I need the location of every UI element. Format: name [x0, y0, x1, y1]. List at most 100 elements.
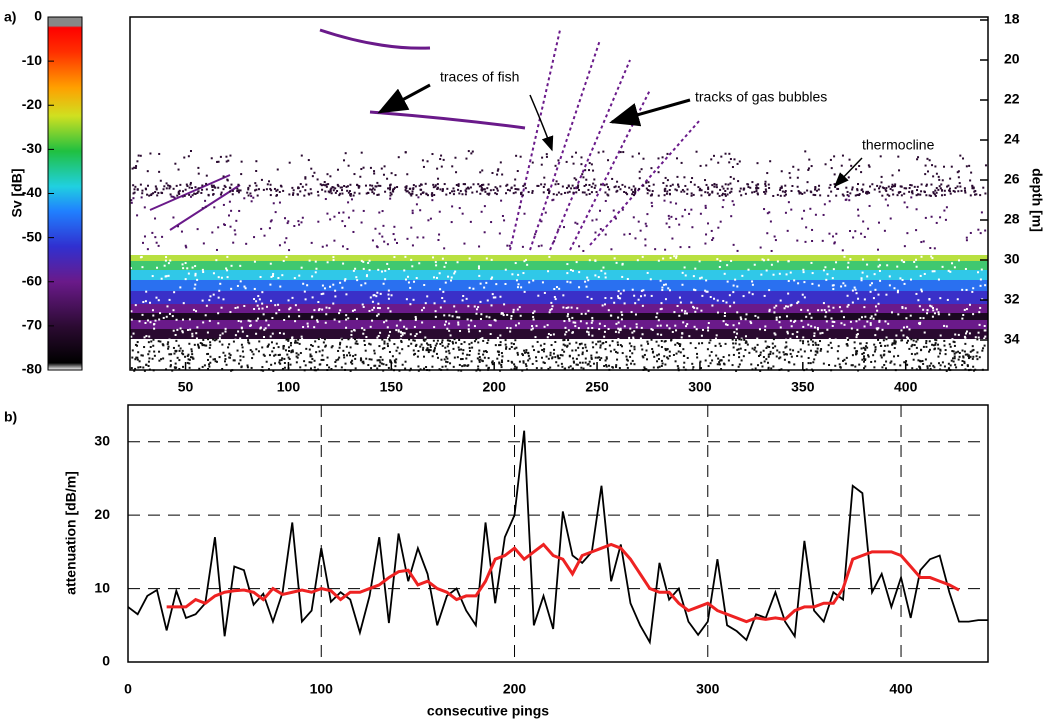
y-tick-label: 34 — [1004, 331, 1020, 347]
echo-speck — [933, 347, 936, 350]
echo-speck — [422, 306, 425, 309]
echo-speck — [963, 187, 966, 190]
echo-speck — [174, 362, 177, 365]
echo-speck — [132, 192, 135, 195]
echo-speck — [809, 362, 812, 365]
echo-speck — [222, 298, 225, 301]
echo-speck — [265, 305, 268, 308]
echo-speck — [887, 322, 890, 325]
echo-speck — [709, 362, 712, 365]
echo-speck — [452, 342, 455, 345]
echo-speck — [879, 354, 882, 357]
echo-speck — [951, 350, 954, 353]
echo-speck — [672, 353, 675, 356]
echo-speck — [854, 365, 857, 368]
echo-speck — [179, 183, 182, 186]
echo-speck — [455, 171, 458, 174]
echo-speck — [412, 184, 415, 187]
echo-speck — [315, 267, 318, 270]
echo-speck — [934, 165, 937, 168]
echo-speck — [738, 343, 741, 346]
echo-speck — [928, 194, 931, 197]
echo-speck — [616, 189, 619, 192]
echo-speck — [236, 189, 239, 192]
echo-speck — [732, 177, 735, 180]
echo-speck — [147, 364, 150, 367]
echo-speck — [257, 188, 260, 191]
echo-speck — [984, 164, 987, 167]
echo-speck — [605, 183, 608, 186]
echo-speck — [216, 160, 219, 163]
echo-speck — [849, 192, 852, 195]
echo-speck — [760, 361, 763, 364]
echo-speck — [429, 343, 432, 346]
echo-speck — [783, 307, 786, 310]
echo-speck — [686, 356, 689, 359]
echo-speck — [516, 353, 519, 356]
echo-speck — [721, 194, 724, 197]
echo-speck — [247, 319, 250, 322]
echo-speck — [272, 346, 275, 349]
echo-speck — [626, 359, 629, 362]
echo-speck — [845, 186, 848, 189]
echo-speck — [918, 365, 921, 368]
echo-speck — [451, 165, 454, 168]
echo-speck — [926, 309, 929, 312]
echo-speck — [508, 347, 511, 350]
echo-speck — [956, 171, 959, 174]
echo-speck — [756, 364, 759, 367]
echo-speck — [564, 344, 567, 347]
echo-speck — [267, 368, 270, 371]
echo-speck — [587, 188, 590, 191]
echo-speck — [321, 245, 324, 248]
echo-speck — [575, 341, 578, 344]
echo-speck — [323, 287, 326, 290]
echo-speck — [368, 342, 371, 345]
echo-speck — [742, 295, 745, 298]
echo-speck — [400, 340, 403, 343]
echo-speck — [744, 335, 747, 338]
echo-speck — [184, 262, 187, 265]
echo-speck — [270, 219, 273, 222]
echo-speck — [641, 304, 644, 307]
echo-speck — [980, 211, 983, 214]
echo-speck — [906, 341, 909, 344]
echo-speck — [572, 191, 575, 194]
echo-speck — [915, 340, 918, 343]
echo-speck — [718, 361, 721, 364]
echo-speck — [969, 350, 972, 353]
echo-speck — [717, 357, 720, 360]
echo-speck — [897, 191, 900, 194]
echo-speck — [599, 358, 602, 361]
echo-speck — [923, 190, 926, 193]
echo-speck — [664, 349, 667, 352]
echo-speck — [469, 186, 472, 189]
echo-speck — [900, 259, 903, 262]
echo-speck — [969, 194, 972, 197]
echo-speck — [720, 155, 723, 158]
echo-speck — [937, 362, 940, 365]
echo-speck — [891, 343, 894, 346]
echo-speck — [722, 355, 725, 358]
echo-speck — [634, 302, 637, 305]
echo-speck — [278, 308, 281, 311]
echo-speck — [562, 226, 565, 229]
colorbar-tick-label: -60 — [22, 272, 42, 288]
echo-speck — [215, 259, 218, 262]
echo-speck — [271, 316, 274, 319]
echo-speck — [662, 257, 665, 260]
echo-speck — [771, 342, 774, 345]
echo-speck — [278, 244, 281, 247]
echo-speck — [194, 186, 197, 189]
echo-speck — [825, 320, 828, 323]
echo-speck — [466, 318, 469, 321]
echo-speck — [174, 162, 177, 165]
echo-speck — [566, 272, 569, 275]
echo-speck — [244, 287, 247, 290]
echo-speck — [186, 328, 189, 331]
echo-speck — [287, 220, 290, 223]
echo-speck — [737, 348, 740, 351]
echo-speck — [228, 352, 231, 355]
echo-speck — [368, 310, 371, 313]
echo-speck — [890, 311, 893, 314]
